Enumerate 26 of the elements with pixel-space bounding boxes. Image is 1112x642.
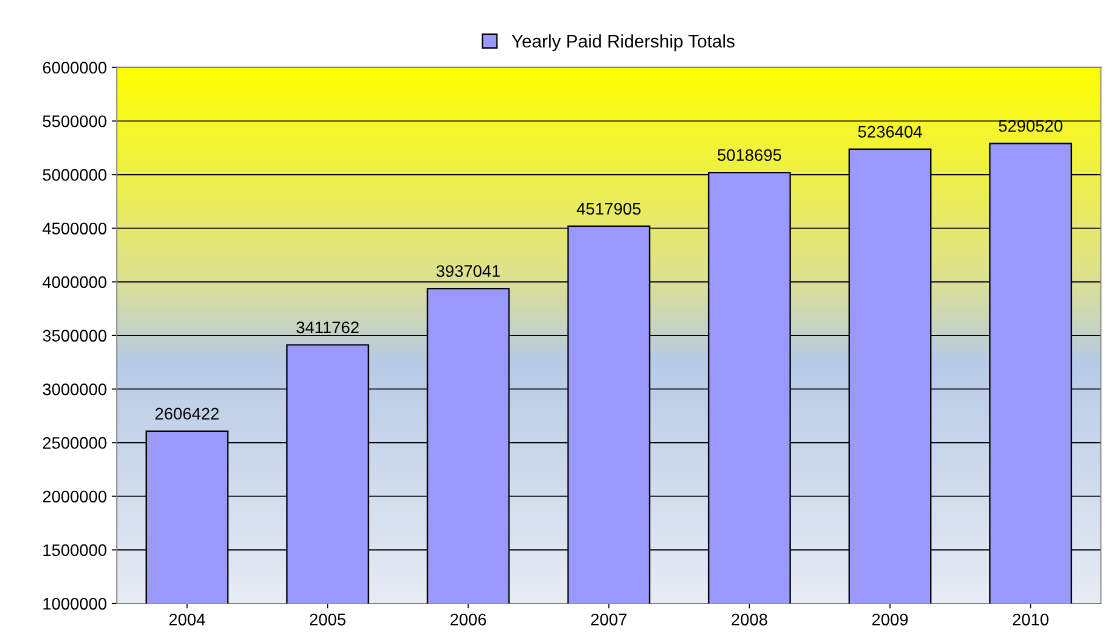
- y-tick-label: 4000000: [42, 276, 107, 289]
- data-label: 2606422: [155, 407, 219, 420]
- data-label: 3937041: [436, 265, 500, 277]
- y-tick-label: 4500000: [42, 222, 107, 235]
- data-label: 5290520: [998, 120, 1063, 132]
- y-tick-label: 2000000: [43, 490, 107, 503]
- y-tick-label: 2500000: [43, 437, 107, 449]
- y-tick-label: 5000000: [42, 169, 107, 181]
- x-tick-label: 2005: [309, 613, 346, 626]
- x-tick-label: 2007: [591, 613, 627, 626]
- y-tick-label: 1500000: [43, 544, 107, 557]
- x-tick-label: 2004: [169, 613, 206, 626]
- x-tick-label: 2006: [450, 613, 487, 626]
- data-label: 3411762: [296, 321, 359, 334]
- x-tick-label: 2008: [731, 613, 768, 626]
- legend-label: Yearly Paid Ridership Totals: [511, 34, 735, 52]
- data-label: 5018695: [717, 149, 782, 161]
- data-label: 5236404: [858, 125, 922, 138]
- data-label: 4517905: [576, 202, 641, 215]
- x-tick-label: 2010: [1012, 613, 1049, 626]
- y-tick-label: 6000000: [43, 61, 107, 74]
- y-tick-label: 1000000: [43, 597, 107, 610]
- y-tick-label: 3000000: [42, 383, 107, 396]
- x-tick-label: 2009: [872, 613, 908, 626]
- y-tick-label: 3500000: [42, 329, 107, 342]
- y-tick-label: 5500000: [42, 115, 107, 128]
